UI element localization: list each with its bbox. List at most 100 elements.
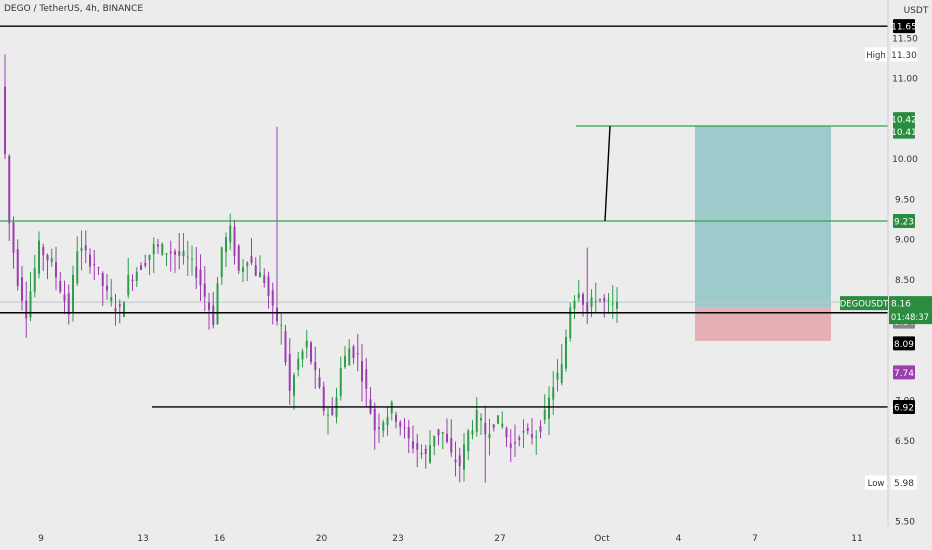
candle (165, 252, 168, 267)
currency-label: USDT (904, 6, 929, 16)
candle (548, 386, 550, 436)
candle-body (424, 448, 427, 455)
candle-body (191, 258, 193, 260)
candle-body (127, 274, 130, 296)
candle (38, 231, 40, 279)
candle-body (271, 290, 274, 306)
candle (314, 346, 317, 389)
candle (429, 430, 431, 464)
candle-body (395, 414, 397, 422)
candle-body (365, 369, 368, 389)
candle-body (314, 362, 317, 371)
candle-body (590, 297, 593, 308)
candle (169, 240, 172, 272)
candle (144, 254, 147, 268)
price-tick-label: 6.50 (895, 437, 915, 447)
candle (161, 242, 164, 257)
candle-body (344, 355, 346, 368)
candle (42, 243, 45, 271)
candle (407, 419, 410, 454)
candle (186, 240, 189, 277)
low-label-box (865, 475, 887, 490)
level-badge-923 (893, 213, 915, 228)
candle (373, 402, 376, 450)
candle (33, 254, 36, 298)
trend-line[interactable] (604, 125, 611, 222)
candle-body (352, 346, 355, 359)
candle-body (416, 443, 419, 450)
level-badge-809 (893, 336, 915, 351)
candle (135, 267, 138, 287)
symbol-legend[interactable]: DEGO / TetherUS, 4h, BINANCE (4, 4, 143, 14)
candle (310, 340, 312, 365)
candle-body (539, 426, 542, 432)
candle (55, 246, 57, 291)
candle (543, 394, 546, 425)
candle (182, 233, 185, 265)
candle-body (356, 353, 359, 355)
candle-body (318, 377, 321, 388)
candle-body (50, 258, 53, 263)
candle-body (522, 430, 525, 433)
candle-body (433, 435, 436, 447)
candle-body (603, 297, 606, 302)
candle (271, 282, 274, 325)
candle-body (310, 342, 312, 362)
level-badge-1165 (893, 19, 915, 34)
candle (110, 278, 113, 307)
time-tick-label: 27 (494, 534, 505, 544)
candle (101, 271, 104, 306)
time-axis-area (0, 527, 932, 550)
candle (454, 441, 457, 477)
candle-body (505, 428, 508, 438)
candle (560, 344, 563, 386)
time-tick-label: Oct (594, 534, 610, 544)
candle (93, 249, 96, 281)
time-tick-label: 20 (316, 534, 328, 544)
candle-body (25, 300, 28, 319)
candle (484, 405, 487, 483)
candle (220, 246, 223, 285)
candle (599, 298, 601, 303)
candle (356, 333, 359, 372)
candle-body (518, 437, 521, 440)
candle (267, 271, 270, 309)
candle (458, 447, 461, 483)
candle (297, 351, 300, 377)
candle-body (237, 245, 240, 271)
candle-body (548, 397, 550, 419)
price-tick-label: 9.50 (895, 195, 915, 205)
time-tick-label: 7 (752, 534, 758, 544)
candle-body (301, 351, 304, 360)
candle (12, 216, 15, 269)
candle-body (280, 324, 283, 326)
candle-body (182, 250, 185, 257)
candle (76, 236, 79, 286)
candle-body (161, 244, 164, 255)
candle (8, 154, 11, 241)
candle (339, 356, 342, 401)
price-tick-label: 9.00 (895, 236, 915, 246)
level-badge-1041-text: 10.41 (891, 128, 917, 138)
candle (123, 300, 125, 318)
candle-body (616, 301, 618, 309)
symbol-tag-text: DEGOUSDT (840, 300, 889, 310)
price-tick-label: 11.50 (892, 34, 918, 44)
candle (250, 238, 253, 265)
candle-body (8, 155, 11, 224)
candle-body (492, 424, 495, 428)
candle-body (76, 251, 79, 284)
candle-body (386, 417, 389, 426)
candle (505, 426, 508, 448)
candle-body (373, 408, 376, 431)
candle (603, 293, 606, 318)
candle-body (84, 245, 87, 251)
candle (25, 281, 28, 338)
candle (565, 329, 567, 372)
candle-body (165, 253, 168, 255)
time-tick-label: 13 (137, 534, 148, 544)
candle (263, 268, 266, 288)
candle-body (59, 280, 62, 292)
candle-body (467, 430, 470, 452)
